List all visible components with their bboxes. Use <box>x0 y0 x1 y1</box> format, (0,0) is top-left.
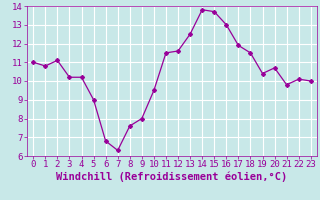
X-axis label: Windchill (Refroidissement éolien,°C): Windchill (Refroidissement éolien,°C) <box>56 172 288 182</box>
